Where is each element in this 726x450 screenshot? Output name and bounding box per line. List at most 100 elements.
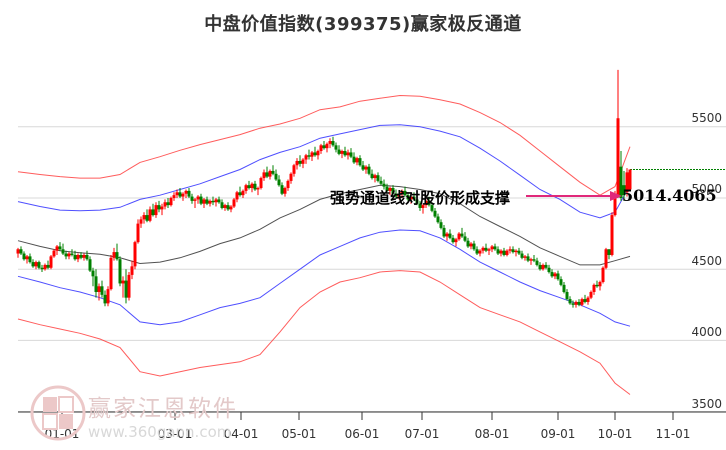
annotation-value: 5014.4065 (622, 186, 717, 205)
candle-body (613, 193, 617, 216)
candle-body (496, 249, 500, 254)
x-tick-label: 04-01 (223, 427, 259, 441)
candle-body (565, 291, 569, 300)
candle-body (619, 166, 623, 198)
candle-body (583, 299, 587, 302)
candle-body (508, 249, 512, 251)
candle-body (397, 193, 401, 197)
candle-body (22, 253, 26, 260)
candle-body (34, 262, 38, 267)
candle-body (166, 202, 170, 206)
candle-body (55, 246, 59, 251)
candle-body (409, 196, 413, 200)
candle-body (502, 250, 506, 255)
candle-body (601, 267, 605, 283)
candle-body (307, 155, 311, 157)
candle-body (445, 233, 449, 237)
candle-body (163, 202, 167, 207)
candle-body (271, 170, 275, 174)
candle-body (298, 160, 302, 164)
candle-body (295, 160, 299, 166)
candle-body (94, 276, 98, 292)
candle-body (193, 199, 197, 201)
candle-body (73, 254, 77, 260)
candle-body (478, 250, 482, 254)
candle-body (196, 196, 200, 200)
candle-body (304, 155, 308, 160)
candle-body (568, 299, 572, 304)
candle-body (322, 145, 326, 149)
candle-body (244, 185, 248, 191)
candle-body (607, 249, 611, 255)
band-mid (17, 184, 631, 266)
candle-body (220, 202, 224, 208)
candle-body (520, 253, 524, 258)
candle-body (67, 253, 71, 257)
candle-body (553, 273, 557, 277)
candle-body (490, 246, 494, 250)
candle-body (319, 145, 323, 152)
candle-body (175, 192, 179, 196)
candle-body (514, 250, 518, 253)
candle-body (277, 179, 281, 186)
candle-body (544, 264, 548, 268)
candle-body (343, 151, 347, 156)
candle-body (388, 188, 392, 191)
candle-body (469, 243, 473, 247)
y-tick-3500: 3500 (691, 397, 722, 411)
candle-body (460, 233, 464, 237)
candle-body (448, 233, 452, 238)
candle-body (382, 183, 386, 187)
candle-body (247, 185, 251, 189)
candle-body (556, 273, 560, 280)
candle-body (517, 250, 521, 254)
candle-body (184, 190, 188, 194)
candle-body (112, 252, 116, 258)
candle-body (208, 200, 212, 204)
candle-body (97, 286, 101, 292)
candle-body (133, 242, 137, 267)
candle-body (550, 272, 554, 277)
candle-body (574, 301, 578, 305)
candle-body (202, 199, 206, 204)
candle-body (58, 246, 62, 250)
candle-body (604, 249, 608, 268)
candle-body (286, 180, 290, 189)
candle-body (394, 193, 398, 197)
annotation-text: 强势通道线对股价形成支撑 (330, 189, 511, 207)
watermark-logo-icon (30, 385, 86, 441)
candle-body (421, 205, 425, 208)
candle-body (178, 192, 182, 197)
candle-body (205, 199, 209, 204)
candle-body (262, 172, 266, 179)
candle-body (532, 259, 536, 261)
candle-body (154, 205, 158, 216)
candle-body (109, 257, 113, 290)
candle-body (562, 284, 566, 292)
candle-body (292, 165, 296, 174)
candle-body (361, 165, 365, 170)
candle-body (136, 223, 140, 243)
candle-body (340, 151, 344, 154)
candle-body (226, 205, 230, 210)
band-inner_lower (17, 229, 631, 327)
candle-body (403, 190, 407, 196)
candle-body (106, 289, 110, 304)
candle-body (412, 196, 416, 200)
candle-body (331, 141, 335, 146)
x-tick-label: 07-01 (404, 427, 440, 441)
candle-body (430, 205, 434, 211)
candle-body (130, 266, 134, 275)
candle-body (235, 192, 239, 200)
candle-body (289, 173, 293, 181)
x-tick-label: 10-01 (597, 427, 633, 441)
annotation-arrowhead-icon (610, 191, 622, 201)
candle-body (145, 215, 149, 221)
candle-body (475, 249, 479, 254)
candle-body (250, 183, 254, 189)
candle-body (592, 284, 596, 292)
candle-body (310, 152, 314, 157)
candle-body (586, 297, 590, 302)
x-tick-label: 06-01 (344, 427, 380, 441)
candle-body (367, 166, 371, 174)
